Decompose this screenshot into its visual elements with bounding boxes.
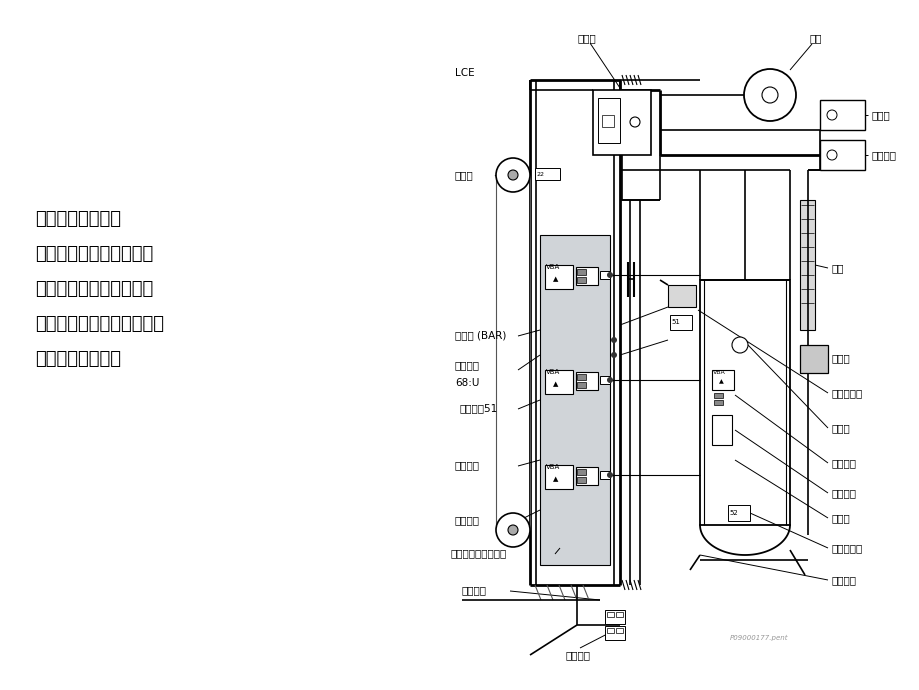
Bar: [576, 277, 585, 283]
Text: 控制板: 控制板: [831, 513, 850, 523]
Text: 68:U: 68:U: [455, 378, 479, 388]
Text: 轿顶连接盒: 轿顶连接盒: [831, 388, 862, 398]
Text: 阅读器 (BAR): 阅读器 (BAR): [455, 330, 505, 340]
Circle shape: [495, 158, 529, 192]
Bar: [800, 200, 814, 330]
Text: 变频器: 变频器: [577, 33, 596, 43]
Bar: [575, 267, 597, 285]
Bar: [575, 372, 597, 390]
Bar: [544, 370, 573, 394]
Circle shape: [826, 110, 836, 120]
Bar: [576, 382, 585, 388]
Circle shape: [610, 352, 617, 358]
Text: 楼层显示: 楼层显示: [455, 460, 480, 470]
Bar: [544, 265, 573, 289]
Circle shape: [607, 272, 612, 278]
Bar: [713, 400, 722, 405]
Bar: [667, 285, 696, 307]
Circle shape: [743, 69, 795, 121]
Bar: [669, 315, 691, 330]
Text: 电气设备，井道电气设备，: 电气设备，井道电气设备，: [35, 315, 164, 333]
Text: VBA: VBA: [545, 369, 560, 375]
Text: ▲: ▲: [718, 380, 722, 384]
Text: LCE: LCE: [455, 68, 474, 78]
Circle shape: [826, 150, 836, 160]
Bar: [539, 235, 609, 565]
Bar: [727, 505, 749, 521]
Text: 检修极限: 检修极限: [455, 360, 480, 370]
Bar: [576, 469, 585, 475]
Text: P09000177.pent: P09000177.pent: [729, 635, 788, 641]
Bar: [699, 280, 789, 525]
Text: ▲: ▲: [552, 476, 558, 482]
Text: 缓冲开关: 缓冲开关: [565, 650, 590, 660]
Text: ▲: ▲: [552, 276, 558, 282]
Bar: [616, 628, 622, 633]
Circle shape: [507, 525, 517, 535]
Bar: [597, 98, 619, 143]
Text: 限速器张紧重砣开关: 限速器张紧重砣开关: [450, 548, 506, 558]
Text: 安全钳开关: 安全钳开关: [831, 543, 862, 553]
Text: 主电源: 主电源: [871, 110, 890, 120]
Bar: [607, 612, 613, 617]
Text: 门界面: 门界面: [831, 423, 850, 433]
Bar: [593, 90, 651, 155]
Bar: [819, 140, 864, 170]
Bar: [601, 115, 613, 127]
Text: 主接触器: 主接触器: [871, 150, 896, 160]
Text: 磁条: 磁条: [831, 263, 844, 273]
Bar: [616, 612, 622, 617]
Circle shape: [495, 513, 529, 547]
Bar: [605, 626, 624, 640]
Text: 一、主要部件分布: 一、主要部件分布: [35, 210, 121, 228]
Text: 51: 51: [670, 319, 679, 325]
Text: 轿内照明: 轿内照明: [831, 488, 857, 498]
Circle shape: [732, 337, 747, 353]
Text: 轿内风扇: 轿内风扇: [831, 458, 857, 468]
Bar: [576, 477, 585, 483]
Text: 电机和驱动系统。: 电机和驱动系统。: [35, 350, 121, 368]
Text: 控制器管理所有的电梯组: 控制器管理所有的电梯组: [35, 245, 153, 263]
Text: 件之间的通信，比如轿厢: 件之间的通信，比如轿厢: [35, 280, 153, 298]
Bar: [544, 465, 573, 489]
Bar: [599, 376, 609, 384]
Text: 52: 52: [728, 510, 737, 516]
Text: VBA: VBA: [545, 264, 560, 270]
Text: 限速器: 限速器: [455, 170, 473, 180]
Bar: [575, 467, 597, 485]
Bar: [711, 370, 733, 390]
Circle shape: [507, 170, 517, 180]
Circle shape: [607, 472, 612, 478]
Circle shape: [630, 117, 640, 127]
Bar: [713, 393, 722, 398]
Text: 电机: 电机: [809, 33, 822, 43]
Circle shape: [607, 377, 612, 383]
Text: 随行电缆: 随行电缆: [831, 575, 857, 585]
Bar: [800, 345, 827, 373]
Circle shape: [761, 87, 777, 103]
Circle shape: [610, 337, 617, 343]
Text: 极限开关51: 极限开关51: [460, 403, 498, 413]
Bar: [599, 271, 609, 279]
Bar: [535, 168, 560, 180]
Text: 减速开关: 减速开关: [461, 585, 486, 595]
Bar: [819, 100, 864, 130]
Text: VBA: VBA: [545, 464, 560, 470]
Text: 门锁开关: 门锁开关: [455, 515, 480, 525]
Bar: [576, 374, 585, 380]
Text: 22: 22: [537, 172, 544, 177]
Bar: [605, 610, 624, 624]
Text: ▲: ▲: [552, 381, 558, 387]
Bar: [599, 471, 609, 479]
Bar: [576, 269, 585, 275]
Bar: [711, 415, 732, 445]
Text: 检修站: 检修站: [831, 353, 850, 363]
Text: VBA: VBA: [712, 370, 725, 375]
Bar: [607, 628, 613, 633]
